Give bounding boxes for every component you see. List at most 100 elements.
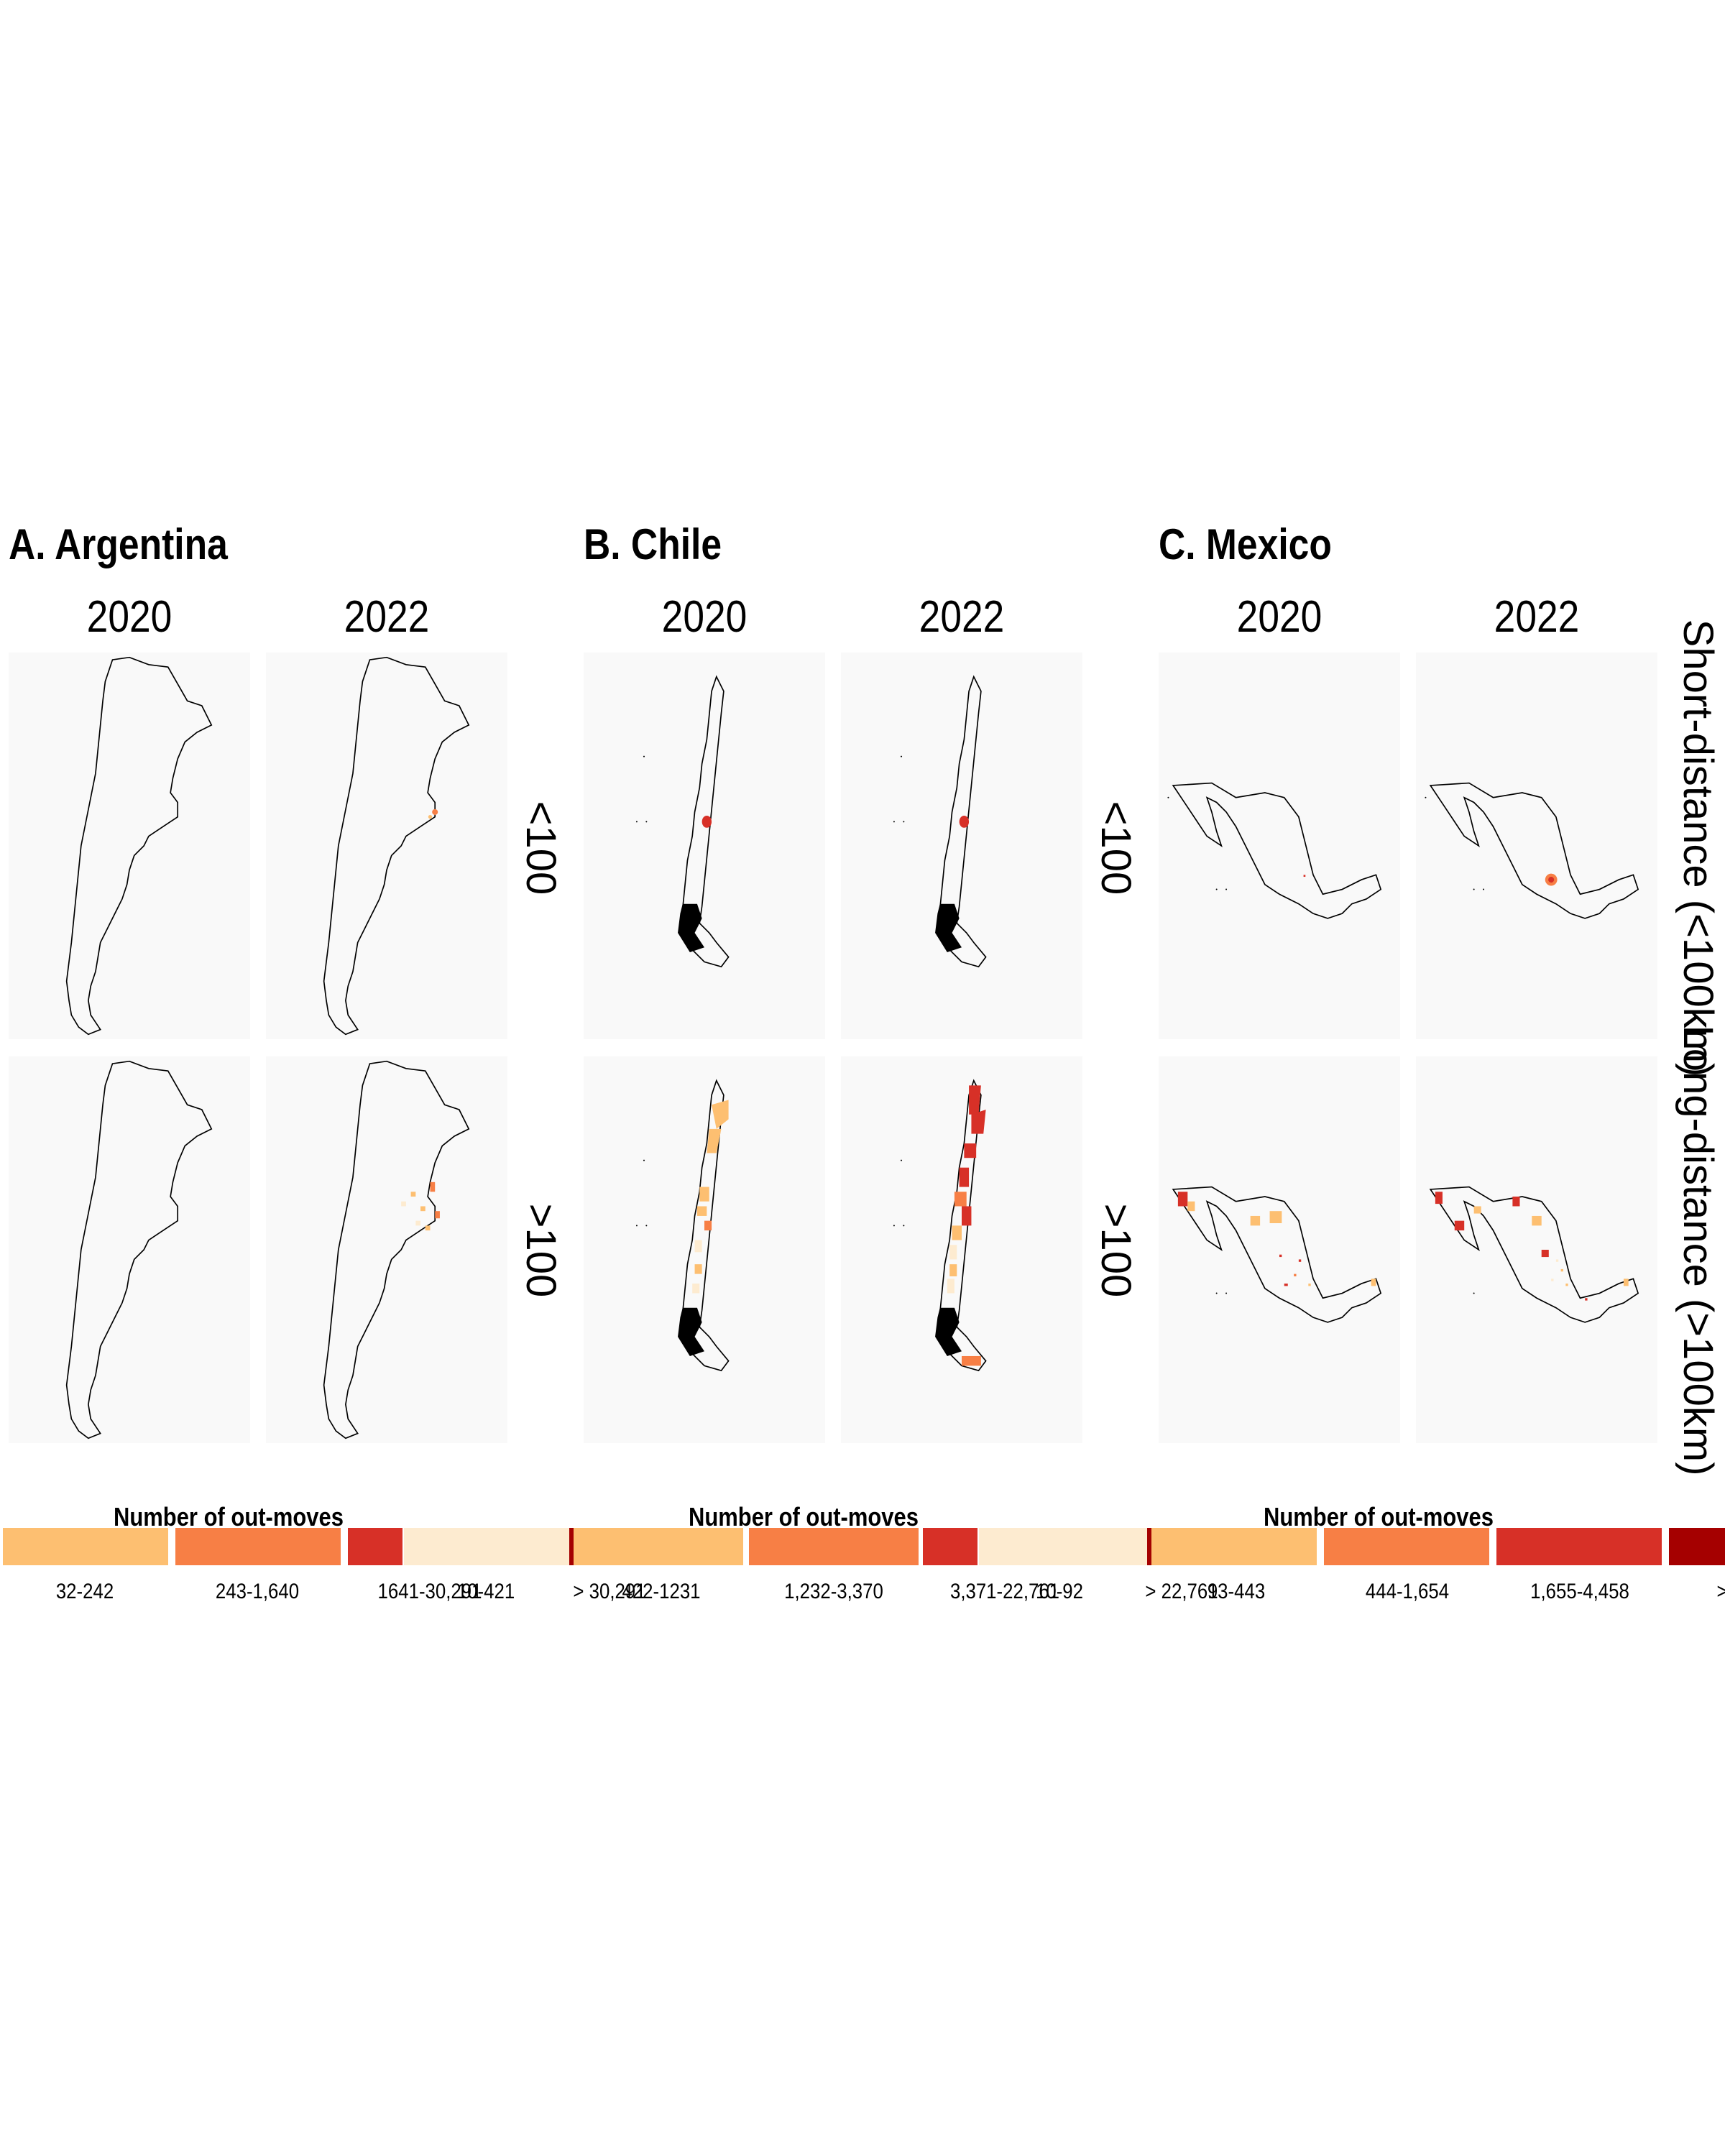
region-magallanes [962,1355,981,1366]
legend-label: 1,232-3,370 [784,1580,883,1603]
region-santiago [959,815,970,828]
island [900,755,903,757]
region-santiago [704,1220,712,1231]
legend-title-argentina: Number of out-moves [114,1502,344,1531]
region-sonora [1250,1215,1261,1226]
legend-swatch [1324,1528,1489,1565]
island [900,1159,903,1161]
region-santiago [962,1206,972,1226]
legend-swatch [923,1528,978,1565]
region-dot [1294,1273,1297,1276]
island [1167,796,1169,798]
legend-label: 422-1231 [622,1580,701,1603]
region-patch [430,1181,436,1192]
chile-outline [937,1079,987,1372]
region-dot [1279,1254,1282,1258]
panel-title-chile: B. Chile [584,520,722,568]
legend-label: 10-421 [456,1580,515,1603]
island [1225,1292,1228,1294]
region-south-3 [692,1284,700,1294]
legend-label: 3,371-22,761 [949,1580,1060,1603]
legend-label: > 30,291 [573,1580,646,1603]
region-patch [401,1201,406,1207]
chile-archipelago [678,903,704,952]
region-patch [420,1206,426,1212]
region-north-2 [971,1109,986,1134]
argentina-outline [65,656,213,1036]
region-central [1541,1250,1549,1258]
island [645,1225,648,1227]
region-chihuahua [1269,1211,1282,1224]
panel-title-argentina: A. Argentina [9,520,228,568]
legend-title-chile: Number of out-moves [689,1502,919,1531]
map-mexico-2020-short [1159,653,1400,1039]
legend-label: > [1716,1581,1725,1603]
year-header-mexico-2020: 2020 [1236,592,1322,642]
chile-outline [679,675,730,968]
legend-label: 444-1,654 [1365,1580,1450,1603]
legend-swatch [1669,1528,1725,1565]
island [1425,796,1427,798]
map-mexico-2022-long [1416,1056,1657,1443]
legend-label: > 22,761 [1145,1580,1218,1603]
year-header-chile-2022: 2022 [919,592,1005,642]
island [1215,888,1218,890]
region-dot [1308,1284,1311,1286]
island [635,1225,638,1227]
legend-swatch [1496,1528,1662,1565]
chile-archipelago [678,1307,704,1356]
region-mexico-city-core [1548,877,1555,883]
mexico-outline [1172,782,1382,919]
row-label-argentina-long: >100 [518,1203,564,1298]
island [1473,888,1475,890]
map-argentina-2022-short [266,653,507,1039]
island [643,1159,645,1161]
island [1473,1292,1475,1294]
region-patch [415,1220,421,1226]
map-chile-2020-long [584,1056,825,1443]
region-dot [1585,1298,1588,1301]
island [1215,1292,1218,1294]
region-patch [410,1192,416,1197]
legend-swatch [1147,1528,1151,1565]
region-baja [1177,1192,1188,1207]
region-south-2 [949,1245,957,1260]
legend-swatch [3,1528,168,1565]
chile-archipelago [935,903,962,952]
strip-label-short-distance: Short-distance (<100km) [1675,619,1721,1077]
legend-swatch [749,1528,919,1565]
region-dot [1555,1259,1559,1262]
region-dot [1560,1268,1563,1272]
region-yucatan [1371,1279,1376,1286]
region-south-2 [694,1264,702,1274]
legend-swatch [348,1528,402,1565]
map-chile-2022-long [841,1056,1082,1443]
map-argentina-2022-long [266,1056,507,1443]
region-south-4 [947,1279,954,1294]
row-label-chile-long: >100 [1092,1203,1139,1298]
island [1225,888,1228,890]
legend-label: 1,655-4,458 [1530,1580,1629,1603]
region-coahuila [1532,1215,1542,1226]
island [1483,888,1485,890]
region-santiago [702,815,712,828]
strip-label-long-distance: Long-distance (>100km) [1675,1025,1721,1476]
legend-label: 32-242 [55,1580,114,1603]
region-baja-2 [1187,1201,1195,1212]
map-argentina-2020-long [9,1056,250,1443]
year-header-argentina-2020: 2020 [86,592,172,642]
region-south [952,1225,962,1240]
legend-swatch [574,1528,743,1565]
region-north [969,1085,981,1115]
map-argentina-2020-short [9,653,250,1039]
map-chile-2022-short [841,653,1082,1039]
island [893,1225,895,1227]
island [893,821,895,823]
year-header-mexico-2022: 2022 [1494,592,1580,642]
map-mexico-2020-long [1159,1056,1400,1443]
region-dot [1303,875,1306,877]
region-baja [1435,1192,1443,1204]
region-dot [428,814,433,819]
legend-swatch [404,1528,569,1565]
argentina-outline [65,1060,213,1439]
